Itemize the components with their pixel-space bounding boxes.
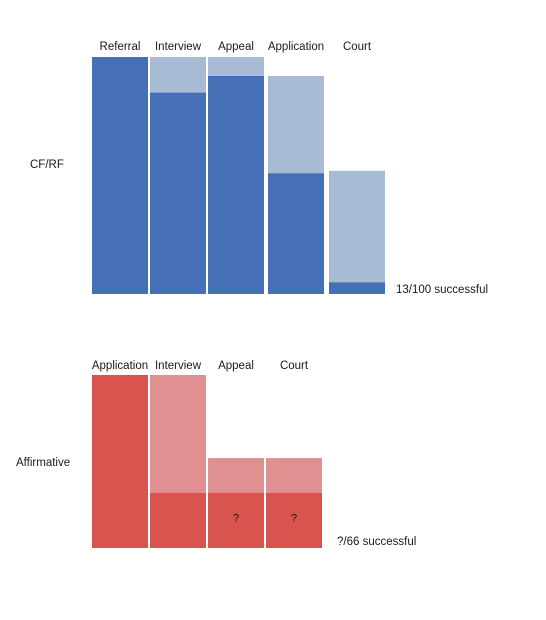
row-label-cfrf: CF/RF xyxy=(30,159,64,171)
annotation-affirmative: ?/66 successful xyxy=(337,536,416,548)
bar-appeal-segment-1 xyxy=(208,57,264,76)
row-label-affirmative: Affirmative xyxy=(16,457,70,469)
category-label-interview: Interview xyxy=(155,360,202,372)
category-label-application: Application xyxy=(92,360,148,372)
category-label-interview: Interview xyxy=(155,41,202,53)
category-label-court: Court xyxy=(343,41,372,53)
affirmative-panel: Application Interview Appeal? Court? Affirma… xyxy=(16,360,416,548)
bar-court-segment-0 xyxy=(329,282,385,294)
cfrf-panel: Referral Interview Appeal Application Court C… xyxy=(30,41,488,296)
value-label-appeal: ? xyxy=(233,513,239,525)
category-label-court: Court xyxy=(280,360,309,372)
category-label-application: Application xyxy=(268,41,324,53)
bar-interview-segment-1 xyxy=(150,57,206,93)
bar-court-segment-1 xyxy=(266,458,322,493)
bar-application-segment-0 xyxy=(268,173,324,294)
category-label-appeal: Appeal xyxy=(218,41,254,53)
bar-interview-segment-0 xyxy=(150,93,206,294)
bar-interview-segment-0 xyxy=(150,493,206,548)
annotation-cfrf: 13/100 successful xyxy=(396,284,488,296)
bar-referral-segment-0 xyxy=(92,57,148,294)
bar-application-segment-0 xyxy=(92,375,148,548)
bar-application-segment-1 xyxy=(268,76,324,173)
category-label-referral: Referral xyxy=(100,41,141,53)
category-label-appeal: Appeal xyxy=(218,360,254,372)
value-label-court: ? xyxy=(291,513,297,525)
bar-appeal-segment-0 xyxy=(208,76,264,294)
bar-appeal-segment-1 xyxy=(208,458,264,493)
bar-interview-segment-1 xyxy=(150,375,206,493)
bar-court-segment-1 xyxy=(329,171,385,282)
